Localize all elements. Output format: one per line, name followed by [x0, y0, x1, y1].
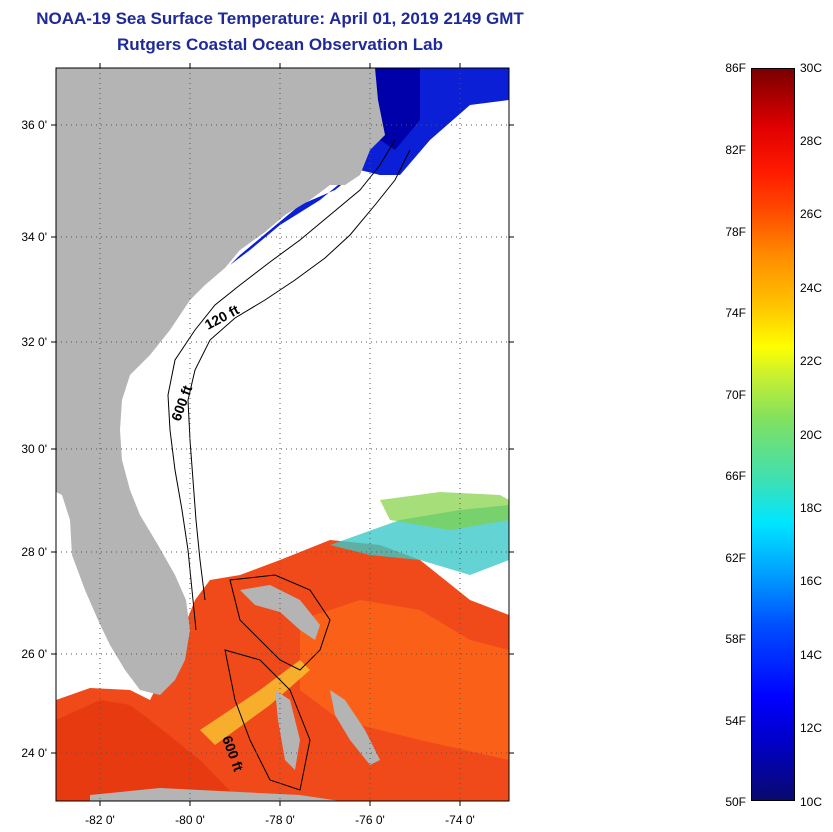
- colorbar-label-c: 12C: [800, 721, 823, 735]
- lat-label: 30 0': [21, 442, 47, 456]
- lat-label: 26 0': [21, 647, 47, 661]
- colorbar-label-c: 18C: [800, 501, 823, 515]
- colorbar-label-f: 86F: [725, 61, 746, 75]
- contour-120ft: [167, 139, 396, 631]
- lon-label: -78 0': [265, 813, 295, 827]
- lat-label: 32 0': [21, 335, 47, 349]
- colorbar-label-f: 54F: [725, 714, 746, 728]
- contour-600ft: [187, 149, 411, 601]
- contour-bahamas-south: [224, 649, 311, 791]
- land-bahamas-3: [330, 690, 380, 765]
- lon-label: -74 0': [445, 813, 475, 827]
- colorbar-label-c: 14C: [800, 648, 823, 662]
- mixed-water-streak: [200, 660, 310, 745]
- land-bahamas-2: [275, 690, 300, 770]
- colorbar-label-f: 78F: [725, 225, 746, 239]
- lat-label: 28 0': [21, 545, 47, 559]
- lat-label: 24 0': [21, 746, 47, 760]
- cold-water-inshore: [375, 68, 420, 150]
- colorbar-label-f: 82F: [725, 143, 746, 157]
- colorbar-label-c: 16C: [800, 574, 823, 588]
- colorbar-label-f: 50F: [725, 795, 746, 809]
- colorbar-label-f: 58F: [725, 632, 746, 646]
- colorbar-label-f: 70F: [725, 388, 746, 402]
- colorbar-label-c: 24C: [800, 281, 823, 295]
- colorbar-label-f: 66F: [725, 469, 746, 483]
- grid-lines: [56, 68, 509, 801]
- map-title: NOAA-19 Sea Surface Temperature: April 0…: [36, 9, 524, 28]
- colorbar-label-c: 22C: [800, 354, 823, 368]
- land-mainland: [56, 68, 385, 695]
- land-bahamas-1: [240, 585, 320, 640]
- warm-water-gulf: [56, 700, 240, 801]
- map-subtitle: Rutgers Coastal Ocean Observation Lab: [117, 35, 443, 54]
- colorbar-label-f: 62F: [725, 551, 746, 565]
- colorbar-label-c: 30C: [800, 61, 823, 75]
- colorbar-label-c: 28C: [800, 134, 823, 148]
- contour-bahamas: [229, 574, 331, 671]
- cold-water-region: [230, 68, 509, 265]
- temperature-colorbar: [751, 68, 795, 801]
- land-cuba: [90, 788, 340, 801]
- colorbar-label-c: 10C: [800, 795, 823, 809]
- lat-label: 34 0': [21, 230, 47, 244]
- axis-ticks: [51, 63, 514, 806]
- lon-label: -82 0': [85, 813, 115, 827]
- lat-label: 36 0': [21, 118, 47, 132]
- lon-label: -76 0': [355, 813, 385, 827]
- map-frame: [55, 67, 510, 802]
- lon-label: -80 0': [175, 813, 205, 827]
- colorbar-label-f: 74F: [725, 306, 746, 320]
- colorbar-label-c: 20C: [800, 428, 823, 442]
- colorbar-label-c: 26C: [800, 207, 823, 221]
- green-water-patches: [380, 492, 509, 530]
